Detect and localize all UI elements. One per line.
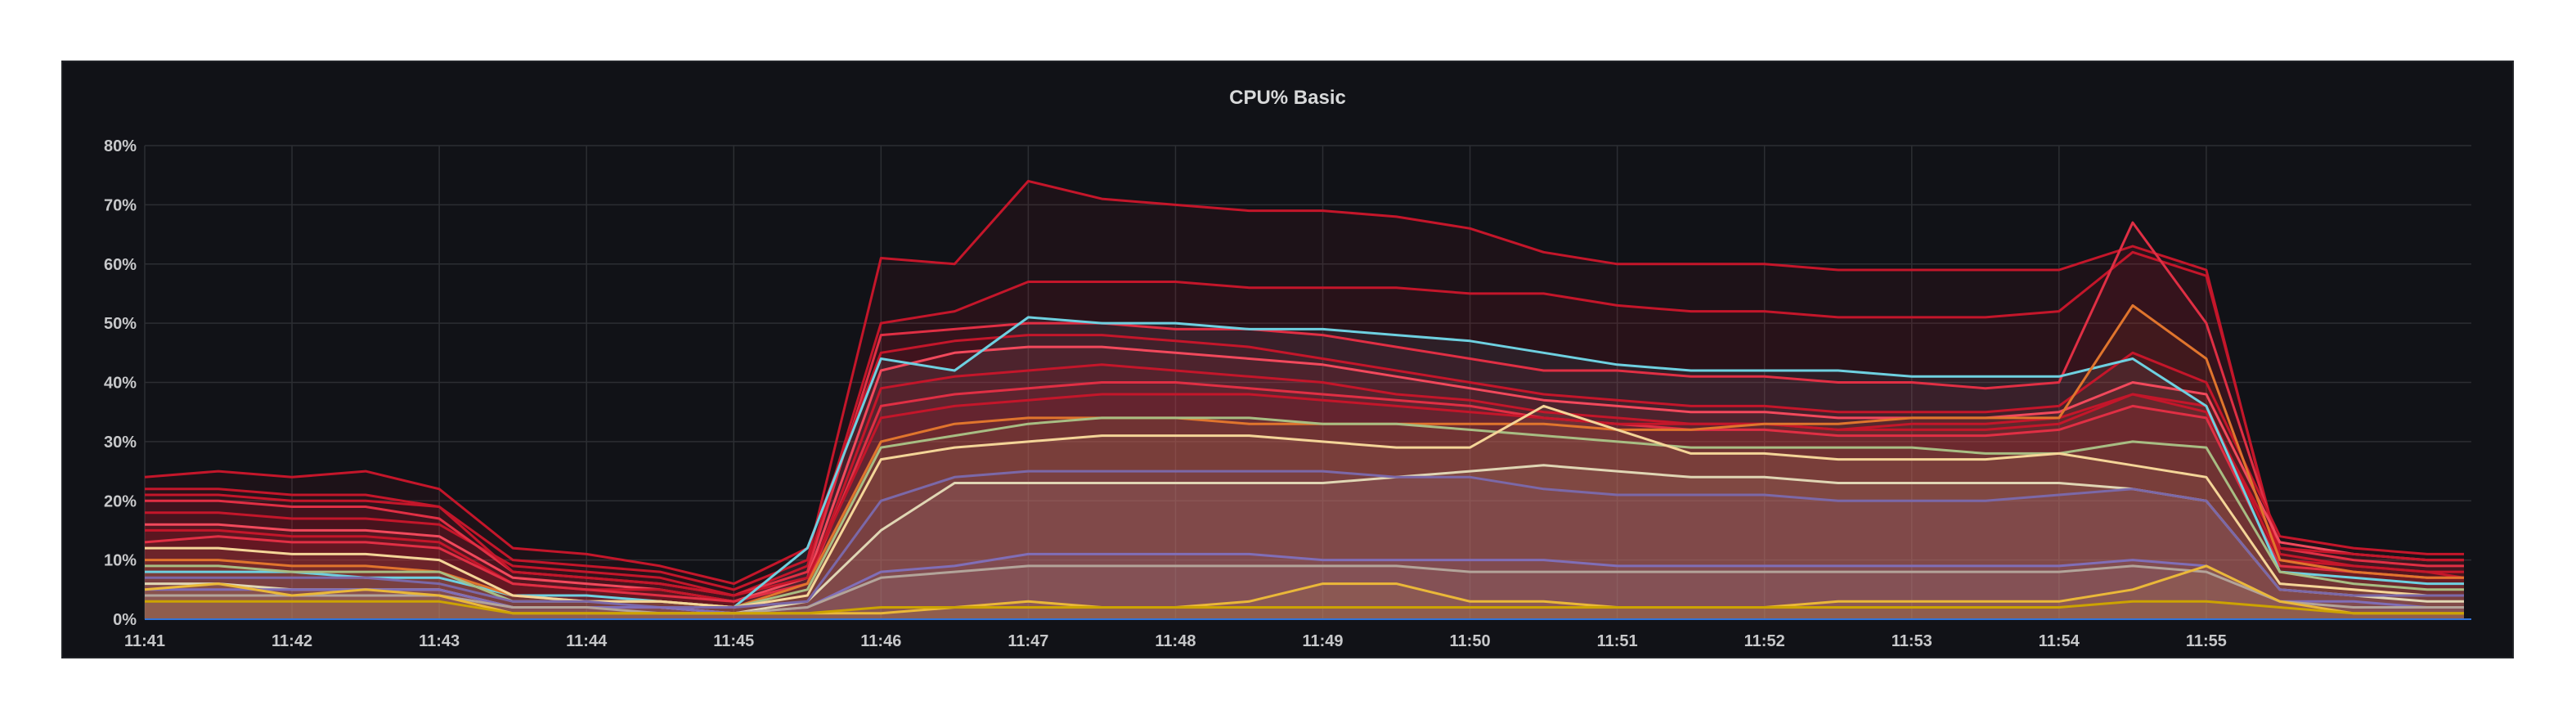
- x-tick-label: 11:54: [2039, 632, 2080, 650]
- y-tick-label: 40%: [104, 375, 137, 393]
- series-area-13: [145, 471, 2464, 619]
- series-line-6[interactable]: [144, 381, 2464, 603]
- series-line-7[interactable]: [145, 393, 2464, 597]
- series-area-15: [145, 565, 2464, 619]
- series-area-8: [145, 317, 2464, 619]
- x-tick-label: 11:49: [1302, 632, 1343, 650]
- x-tick-label: 11:50: [1450, 632, 1491, 650]
- series-line-13[interactable]: [145, 470, 2464, 609]
- series-area-17: [145, 601, 2464, 619]
- x-tick-label: 11:55: [2186, 632, 2227, 650]
- series-area-16: [145, 565, 2464, 619]
- y-tick-label: 60%: [104, 256, 137, 274]
- panel-title[interactable]: CPU% Basic: [1229, 87, 1346, 109]
- chart-panel: CPU% Basic 0% 10% 20% 30% 40% 50% 60% 70% 80% 11:…: [61, 61, 2514, 658]
- x-tick-label: 11:44: [566, 632, 608, 650]
- series-area-9: [145, 305, 2464, 619]
- x-tick-label: 11:45: [713, 632, 754, 650]
- line-chart: 0% 10% 20% 30% 40% 50% 60% 70% 80% 11:41 11:42 11:4…: [104, 137, 2471, 650]
- series-line-15[interactable]: [145, 564, 2464, 615]
- axis-labels: 0% 10% 20% 30% 40% 50% 60% 70% 80% 11:41 11:42 11:4…: [104, 137, 2471, 650]
- series-area-14: [145, 554, 2464, 619]
- x-tick-label: 11:51: [1597, 632, 1638, 650]
- x-tick-label: 11:46: [860, 632, 901, 650]
- y-tick-label: 30%: [104, 434, 137, 452]
- x-tick-label: 11:48: [1155, 632, 1196, 650]
- y-tick-label: 70%: [104, 196, 137, 214]
- series-area-6: [145, 382, 2464, 619]
- y-tick-label: 50%: [104, 315, 137, 333]
- series-lines: [144, 179, 2465, 615]
- y-tick-label: 20%: [104, 492, 137, 510]
- x-tick-label: 11:53: [1892, 632, 1932, 650]
- series-area-7: [145, 394, 2464, 619]
- x-tick-label: 11:41: [124, 632, 165, 650]
- series-area-5: [145, 364, 2464, 619]
- series-line-3[interactable]: [144, 334, 2464, 586]
- series-area-12: [145, 465, 2464, 619]
- series-line-4[interactable]: [145, 345, 2464, 603]
- y-tick-label: 80%: [104, 137, 137, 155]
- series-area-0: [145, 181, 2464, 619]
- series-area-3: [145, 335, 2464, 619]
- series-area-1: [145, 252, 2464, 619]
- series-line-0[interactable]: [145, 179, 2464, 591]
- series-line-1[interactable]: [145, 250, 2465, 597]
- series-area-2: [145, 222, 2464, 619]
- x-tick-label: 11:42: [272, 632, 312, 650]
- series-area-10: [145, 417, 2464, 619]
- series-line-17[interactable]: [145, 600, 2464, 615]
- x-tick-label: 11:52: [1744, 632, 1785, 650]
- y-tick-label: 10%: [104, 552, 137, 570]
- y-tick-label: 0%: [113, 611, 137, 629]
- x-tick-label: 11:43: [419, 632, 460, 650]
- series-line-8[interactable]: [145, 316, 2464, 609]
- series-line-11[interactable]: [145, 404, 2464, 609]
- x-tick-label: 11:47: [1008, 632, 1048, 650]
